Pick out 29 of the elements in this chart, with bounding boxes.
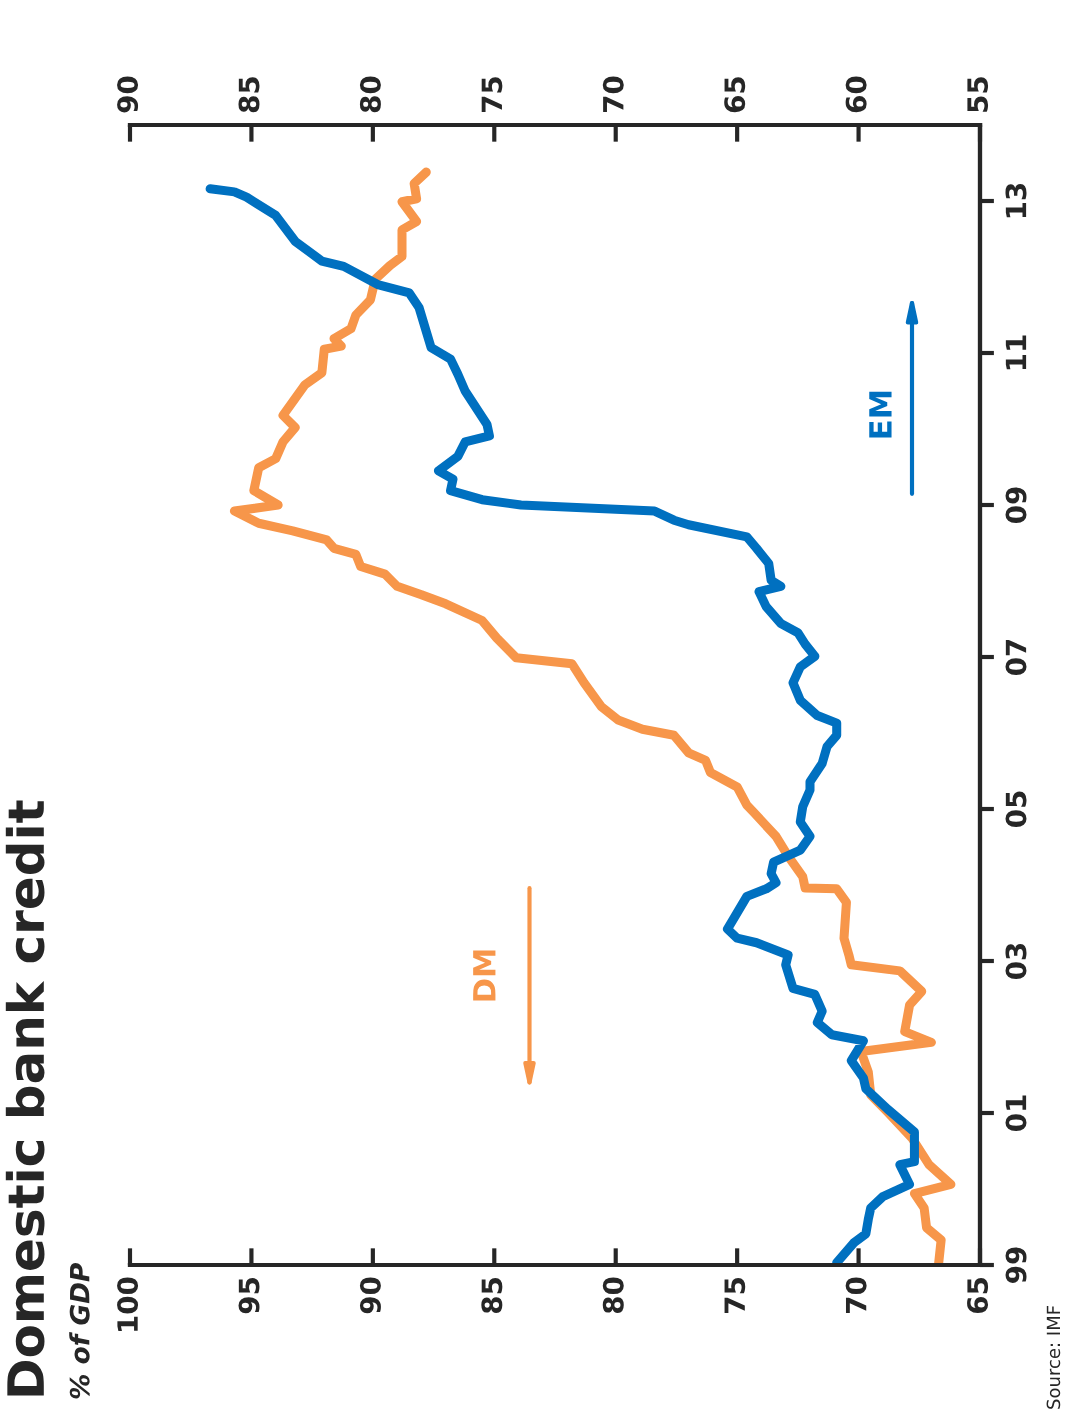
x-tick-label: 75	[724, 1278, 746, 1313]
x-tick-label: 90	[359, 1277, 381, 1314]
x2-tick-label: 70	[602, 76, 624, 113]
x2-tick-label: 75	[481, 77, 503, 113]
y-tick-label: 99	[1005, 1247, 1027, 1283]
x-tick-label: 80	[602, 1277, 624, 1314]
y-tick-label: 05	[1005, 791, 1027, 827]
x-tick-label: 65	[967, 1278, 989, 1314]
y-tick-label: 11	[1005, 335, 1027, 370]
x-tick-label: 70	[845, 1277, 867, 1313]
x2-tick-label: 65	[724, 77, 746, 113]
y-tick-label: 01	[1005, 1095, 1027, 1131]
x-tick-label: 100	[117, 1277, 139, 1331]
text: DM	[473, 950, 496, 1001]
y-tick-label: 07	[1005, 639, 1027, 675]
y-tick-label: 13	[1005, 183, 1027, 218]
text: % of GDP	[69, 1263, 90, 1399]
x2-tick-label: 90	[117, 76, 139, 113]
text: Domestic bank credit	[5, 800, 45, 1396]
y-tick-label: 09	[1005, 487, 1027, 523]
x2-tick-label: 55	[967, 77, 989, 112]
x-tick-label: 95	[238, 1278, 260, 1314]
x2-tick-label: 60	[845, 76, 867, 113]
y-tick-label: 03	[1005, 943, 1027, 979]
text: EM	[869, 391, 892, 438]
source-note: Source: IMF	[1046, 1305, 1061, 1409]
x-tick-label: 85	[481, 1278, 503, 1314]
x2-tick-label: 80	[359, 76, 381, 113]
x2-tick-label: 85	[238, 77, 260, 113]
